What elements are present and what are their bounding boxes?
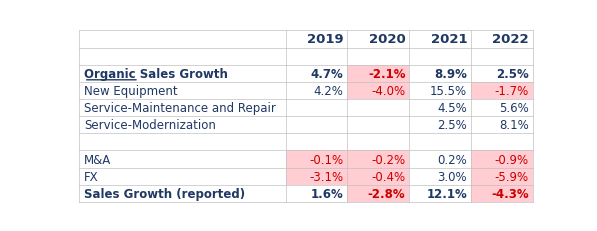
Text: -2.8%: -2.8% xyxy=(368,187,405,200)
Text: 12.1%: 12.1% xyxy=(426,187,467,200)
Text: -2.1%: -2.1% xyxy=(368,67,405,80)
Text: -0.9%: -0.9% xyxy=(495,153,529,166)
Text: -4.3%: -4.3% xyxy=(491,187,529,200)
Text: 8.1%: 8.1% xyxy=(499,119,529,132)
Text: 1.6%: 1.6% xyxy=(311,187,344,200)
Text: New Equipment: New Equipment xyxy=(84,85,177,97)
Text: 2021: 2021 xyxy=(430,33,467,46)
Text: 2019: 2019 xyxy=(307,33,344,46)
Text: M&A: M&A xyxy=(84,153,111,166)
Text: 5.6%: 5.6% xyxy=(499,102,529,115)
Bar xyxy=(471,82,533,100)
Text: 4.2%: 4.2% xyxy=(314,85,344,97)
Text: 0.2%: 0.2% xyxy=(438,153,467,166)
Text: 3.0%: 3.0% xyxy=(438,170,467,183)
Text: 4.7%: 4.7% xyxy=(311,67,344,80)
Text: -0.4%: -0.4% xyxy=(371,170,405,183)
Text: 8.9%: 8.9% xyxy=(435,67,467,80)
Text: 2020: 2020 xyxy=(369,33,405,46)
Text: -1.7%: -1.7% xyxy=(495,85,529,97)
Text: -4.0%: -4.0% xyxy=(371,85,405,97)
Bar xyxy=(347,65,409,82)
Text: -3.1%: -3.1% xyxy=(309,170,344,183)
Bar xyxy=(471,185,533,202)
Bar xyxy=(285,168,347,185)
Bar xyxy=(347,151,409,168)
Text: 4.5%: 4.5% xyxy=(438,102,467,115)
Text: 2.5%: 2.5% xyxy=(438,119,467,132)
Text: -0.2%: -0.2% xyxy=(371,153,405,166)
Text: -5.9%: -5.9% xyxy=(495,170,529,183)
Text: Organic Sales Growth: Organic Sales Growth xyxy=(84,67,227,80)
Bar xyxy=(285,151,347,168)
Bar xyxy=(347,168,409,185)
Text: -0.1%: -0.1% xyxy=(309,153,344,166)
Text: FX: FX xyxy=(84,170,99,183)
Text: Service-Modernization: Service-Modernization xyxy=(84,119,216,132)
Bar xyxy=(471,151,533,168)
Bar xyxy=(347,82,409,100)
Text: 2022: 2022 xyxy=(493,33,529,46)
Bar xyxy=(347,185,409,202)
Bar xyxy=(471,168,533,185)
Text: Sales Growth (reported): Sales Growth (reported) xyxy=(84,187,245,200)
Text: 15.5%: 15.5% xyxy=(430,85,467,97)
Text: 2.5%: 2.5% xyxy=(496,67,529,80)
Text: Service-Maintenance and Repair: Service-Maintenance and Repair xyxy=(84,102,276,115)
